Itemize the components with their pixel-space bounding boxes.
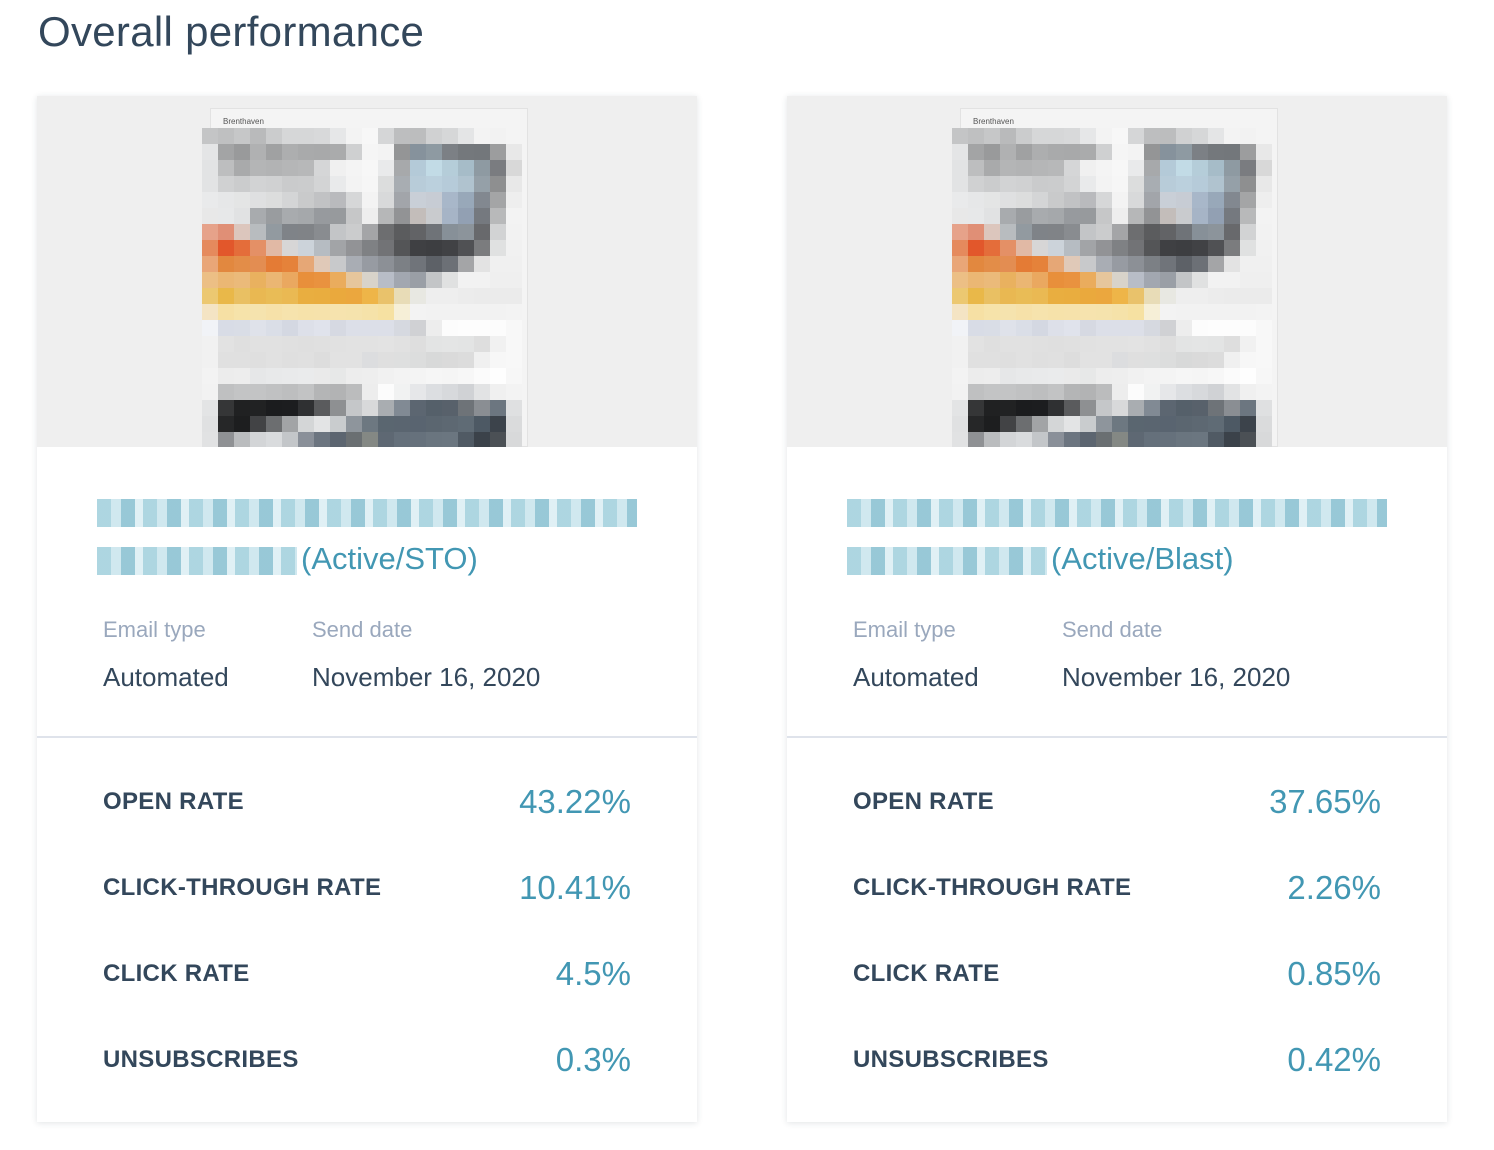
metric-value: 37.65%	[1269, 783, 1381, 820]
email-type-label: Email type	[103, 617, 206, 642]
send-date-label: Send date	[1062, 617, 1163, 642]
metric-click-through-rate: CLICK-THROUGH RATE 10.41%	[103, 868, 631, 908]
email-type-value: Automated	[853, 662, 979, 692]
page-title: Overall performance	[38, 8, 425, 55]
metric-click-rate: CLICK RATE 4.5%	[103, 954, 631, 994]
divider	[787, 736, 1447, 738]
metric-label: UNSUBSCRIBES	[103, 1046, 299, 1073]
metric-unsubscribes: UNSUBSCRIBES 0.42%	[853, 1040, 1381, 1080]
brand-logo: Brenthaven	[223, 117, 264, 126]
metric-open-rate: OPEN RATE 43.22%	[103, 782, 631, 822]
metric-label: CLICK-THROUGH RATE	[853, 874, 1132, 901]
metric-unsubscribes: UNSUBSCRIBES 0.3%	[103, 1040, 631, 1080]
email-name-link[interactable]: (Active/Blast)	[847, 487, 1407, 583]
metric-label: UNSUBSCRIBES	[853, 1046, 1049, 1073]
send-date-label: Send date	[312, 617, 413, 642]
metric-click-rate: CLICK RATE 0.85%	[853, 954, 1381, 994]
metric-label: CLICK-THROUGH RATE	[103, 874, 382, 901]
pixelated-preview-image	[952, 128, 1272, 447]
metric-label: OPEN RATE	[853, 788, 994, 815]
email-performance-card-sto: Brenthaven (Active/STO) Email type Send …	[37, 96, 697, 1122]
metric-value: 0.42%	[1287, 1041, 1381, 1078]
email-type-label: Email type	[853, 617, 956, 642]
metric-label: CLICK RATE	[853, 960, 1000, 987]
send-date-value: November 16, 2020	[312, 662, 541, 692]
metric-value: 4.5%	[555, 955, 631, 992]
email-type-value: Automated	[103, 662, 229, 692]
metric-value: 2.26%	[1287, 869, 1381, 906]
brand-logo: Brenthaven	[973, 117, 1014, 126]
metric-open-rate: OPEN RATE 37.65%	[853, 782, 1381, 822]
metric-value: 10.41%	[519, 869, 631, 906]
email-thumbnail[interactable]: Brenthaven	[787, 96, 1447, 447]
pixelated-preview-image	[202, 128, 522, 447]
redacted-name-line	[97, 498, 637, 527]
metric-value: 43.22%	[519, 783, 631, 820]
divider	[37, 736, 697, 738]
email-performance-card-blast: Brenthaven (Active/Blast) Email type Sen…	[787, 96, 1447, 1122]
redacted-name-line	[97, 546, 297, 575]
email-thumbnail[interactable]: Brenthaven	[37, 96, 697, 447]
metric-value: 0.85%	[1287, 955, 1381, 992]
email-name-link[interactable]: (Active/STO)	[97, 487, 657, 583]
redacted-name-line	[847, 498, 1387, 527]
metric-value: 0.3%	[555, 1041, 631, 1078]
metric-click-through-rate: CLICK-THROUGH RATE 2.26%	[853, 868, 1381, 908]
metric-label: CLICK RATE	[103, 960, 250, 987]
redacted-name-line	[847, 546, 1047, 575]
email-status-suffix: (Active/STO)	[301, 541, 478, 576]
email-status-suffix: (Active/Blast)	[1051, 541, 1234, 576]
send-date-value: November 16, 2020	[1062, 662, 1291, 692]
metric-label: OPEN RATE	[103, 788, 244, 815]
